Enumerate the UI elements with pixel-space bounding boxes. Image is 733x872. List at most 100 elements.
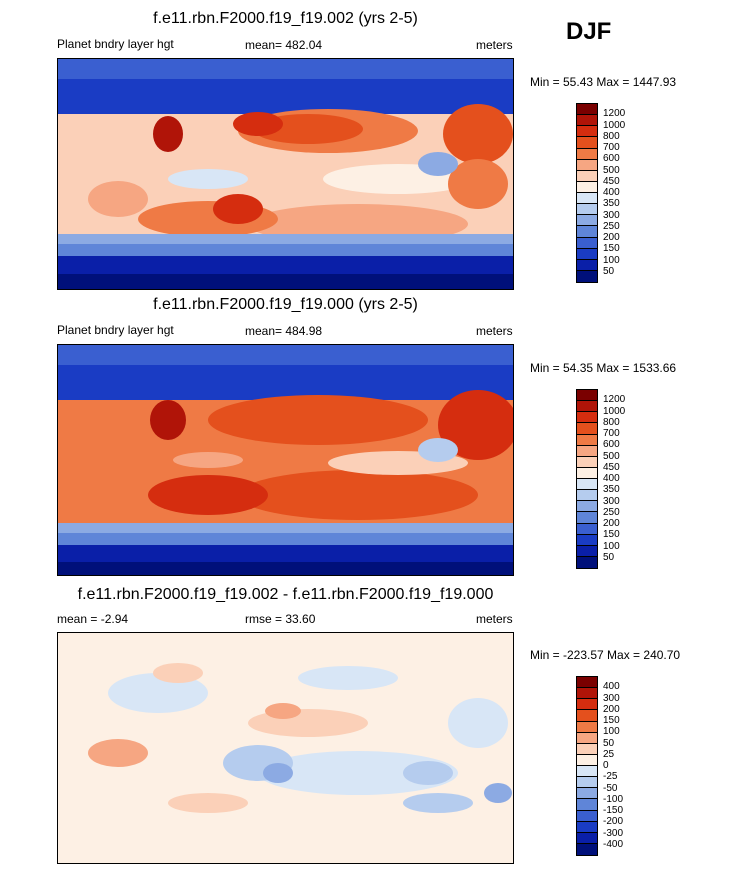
colorbar-label: -300: [603, 827, 624, 839]
colorbar-label: 50: [603, 737, 615, 749]
colorbar-swatch: [577, 810, 597, 822]
colorbar-label: 150: [603, 529, 620, 541]
panel-2-minmax-label: Min = 54.35 Max = 1533.66: [530, 361, 677, 375]
colorbar-label: 400: [603, 187, 620, 198]
colorbar-swatch: [577, 423, 597, 435]
colorbar-label: 150: [603, 243, 620, 255]
colorbar-label: 450: [603, 175, 620, 187]
colorbar-label: 50: [603, 551, 615, 563]
colorbar-label: -150: [603, 805, 624, 816]
colorbar-swatch: [577, 226, 597, 238]
colorbar-swatch: [577, 237, 597, 249]
colorbar-label: 700: [603, 142, 620, 153]
colorbar-label: 1200: [603, 108, 626, 120]
panel-2-mean-label: mean= 484.98: [245, 324, 323, 338]
panel-3-map-field: [58, 633, 513, 863]
colorbar-swatch: [577, 766, 597, 778]
panel-1-variable-label: Planet bndry layer hgt: [57, 37, 174, 51]
colorbar-swatch: [577, 148, 597, 160]
colorbar-swatch: [577, 501, 597, 513]
colorbar-swatch: [577, 699, 597, 711]
colorbar-label: -50: [603, 782, 618, 794]
colorbar-swatch: [577, 490, 597, 502]
panel-3-minmax-label: Min = -223.57 Max = 240.70: [530, 648, 681, 662]
colorbar-swatch: [577, 390, 597, 402]
panel-3-title: f.e11.rbn.F2000.f19_f19.002 - f.e11.rbn.…: [77, 586, 494, 603]
colorbar-swatch: [577, 688, 597, 700]
colorbar-swatch: [577, 843, 597, 855]
colorbar-swatch: [577, 777, 597, 789]
colorbar-label: 100: [603, 254, 620, 266]
panel-2-units-label: meters: [476, 324, 513, 338]
colorbar-label: 400: [603, 681, 620, 693]
panel-3-map: [57, 632, 514, 864]
colorbar-label: 450: [603, 461, 620, 473]
colorbar-label: -200: [603, 816, 624, 828]
colorbar-swatch: [577, 104, 597, 116]
season-label: DJF: [566, 18, 612, 45]
colorbar-swatch: [577, 743, 597, 755]
colorbar-label: 800: [603, 416, 620, 428]
panel-2-map: [57, 344, 514, 576]
colorbar-swatch: [577, 545, 597, 557]
colorbar-swatch: [577, 193, 597, 205]
colorbar-swatch: [577, 456, 597, 468]
panel-1-map: [57, 58, 514, 290]
colorbar-label: 300: [603, 209, 620, 221]
colorbar-label: 1000: [603, 405, 626, 417]
colorbar-swatch: [577, 556, 597, 568]
panel-2-map-field: [58, 345, 513, 575]
panel-3-mean-label: mean = -2.94: [57, 612, 129, 626]
colorbar-swatch: [577, 534, 597, 546]
colorbar-swatch: [577, 732, 597, 744]
colorbar-swatch: [577, 721, 597, 733]
colorbar-label: 600: [603, 439, 620, 451]
colorbar-swatch: [577, 799, 597, 811]
colorbar-label: 350: [603, 198, 620, 210]
colorbar-label: 200: [603, 703, 620, 715]
colorbar-swatch: [577, 788, 597, 800]
colorbar-swatch: [577, 479, 597, 491]
colorbar-label: 0: [603, 760, 609, 771]
colorbar-swatch: [577, 259, 597, 271]
colorbar-label: 200: [603, 232, 620, 243]
colorbar-label: 700: [603, 428, 620, 439]
colorbar-swatch: [577, 181, 597, 193]
colorbar-label: 25: [603, 748, 615, 760]
colorbar-swatch: [577, 710, 597, 722]
colorbar-label: 300: [603, 495, 620, 507]
colorbar-swatch: [577, 821, 597, 833]
colorbar-swatch: [577, 467, 597, 479]
panel-2-title: f.e11.rbn.F2000.f19_f19.000 (yrs 2-5): [153, 296, 418, 313]
panel-2-variable-label: Planet bndry layer hgt: [57, 323, 174, 337]
colorbar-swatch: [577, 270, 597, 282]
colorbar-swatch: [577, 170, 597, 182]
colorbar-swatch: [577, 137, 597, 149]
panel-1-mean-label: mean= 482.04: [245, 38, 323, 52]
colorbar-swatch: [577, 412, 597, 424]
colorbar-swatch: [577, 126, 597, 138]
colorbar-label: 200: [603, 518, 620, 529]
panel-2-colorbar: [576, 389, 598, 569]
colorbar-swatch: [577, 248, 597, 260]
panel-1-title: f.e11.rbn.F2000.f19_f19.002 (yrs 2-5): [153, 10, 418, 27]
colorbar-label: 300: [603, 692, 620, 704]
colorbar-label: 150: [603, 715, 620, 726]
colorbar-label: -400: [603, 838, 624, 850]
colorbar-swatch: [577, 215, 597, 227]
panel-1-colorbar: [576, 103, 598, 283]
colorbar-label: 1200: [603, 394, 626, 406]
colorbar-label: 600: [603, 153, 620, 165]
colorbar-swatch: [577, 677, 597, 689]
colorbar-swatch: [577, 115, 597, 127]
colorbar-label: 800: [603, 130, 620, 142]
colorbar-swatch: [577, 512, 597, 524]
colorbar-label: 350: [603, 484, 620, 496]
colorbar-label: 100: [603, 726, 620, 738]
colorbar-label: 500: [603, 164, 620, 176]
colorbar-swatch: [577, 445, 597, 457]
colorbar-swatch: [577, 159, 597, 171]
colorbar-label: 250: [603, 220, 620, 232]
colorbar-swatch: [577, 434, 597, 446]
panel-3-rmse-label: rmse = 33.60: [245, 612, 316, 626]
